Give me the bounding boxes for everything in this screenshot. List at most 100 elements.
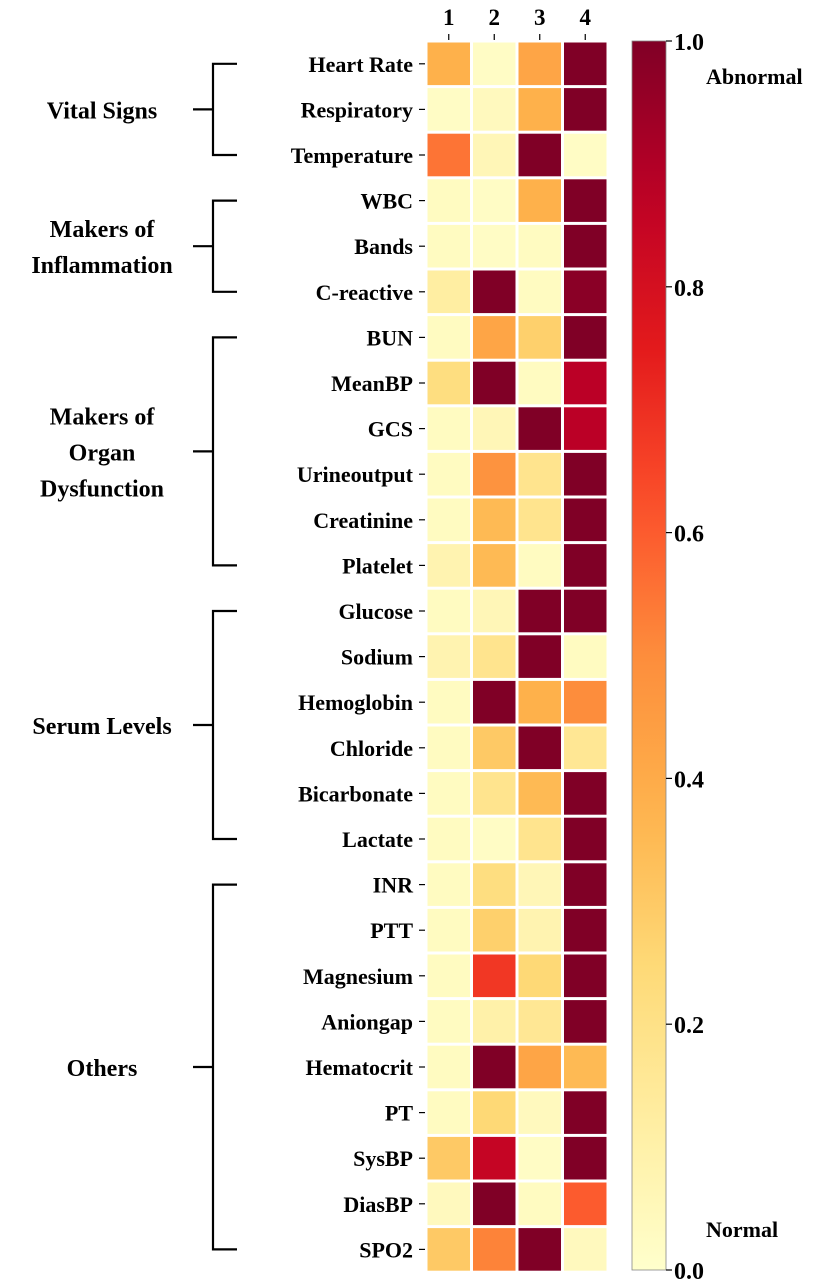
column-label-1: 1 — [443, 5, 455, 30]
heatmap-cell — [473, 772, 516, 815]
row-label: Heart Rate — [309, 52, 414, 77]
heatmap-cell — [427, 1228, 470, 1271]
heatmap-cell — [473, 1000, 516, 1043]
heatmap-cell — [473, 42, 516, 86]
heatmap-cell — [518, 270, 561, 314]
heatmap-cell — [518, 452, 561, 496]
row-label: Bicarbonate — [298, 781, 413, 806]
row-label: Bands — [354, 234, 413, 259]
column-labels: 1 2 3 4 — [443, 5, 592, 40]
group-label-line: Makers of — [50, 217, 156, 243]
group-label-line: Organ — [69, 440, 136, 466]
row-label: C-reactive — [316, 280, 414, 305]
heatmap-cell — [518, 133, 561, 177]
heatmap-cell — [564, 407, 607, 450]
heatmap-cell — [518, 498, 561, 542]
heatmap-cell — [473, 589, 516, 633]
heatmap-cell — [518, 680, 561, 724]
heatmap-cell — [473, 726, 516, 770]
heatmap-cell — [427, 908, 470, 952]
group-bracket — [193, 62, 237, 157]
row-label: INR — [373, 873, 414, 898]
heatmap-cell — [427, 42, 470, 86]
heatmap-cell — [427, 589, 470, 633]
heatmap-cell — [518, 407, 561, 450]
heatmap-cell — [564, 224, 607, 268]
row-label: Chloride — [330, 736, 413, 761]
group-bracket — [193, 199, 237, 293]
heatmap-cell — [473, 954, 516, 998]
heatmap-cell — [427, 270, 470, 314]
group-label: Others — [67, 1056, 138, 1082]
heatmap-cell — [518, 863, 561, 906]
colorbar-top-label: Abnormal — [706, 64, 803, 89]
heatmap-cell — [518, 42, 561, 86]
row-label: DiasBP — [343, 1192, 413, 1217]
row-label: WBC — [360, 189, 413, 214]
heatmap-cell — [427, 88, 470, 131]
row-label: Platelet — [342, 553, 414, 578]
row-label: MeanBP — [331, 371, 413, 396]
heatmap-cell — [564, 133, 607, 177]
heatmap-cell — [518, 224, 561, 268]
column-label-3: 3 — [534, 5, 546, 30]
heatmap-cell — [564, 772, 607, 815]
colorbar-bottom-label: Normal — [706, 1217, 778, 1242]
heatmap-cell — [427, 316, 470, 359]
heatmap-cell — [473, 452, 516, 496]
heatmap-cell — [564, 908, 607, 952]
heatmap-cell — [564, 863, 607, 906]
heatmap-cell — [564, 954, 607, 998]
heatmap-cell — [518, 316, 561, 359]
column-label-2: 2 — [489, 5, 501, 30]
heatmap-cell — [564, 544, 607, 587]
heatmap-cell — [564, 42, 607, 86]
heatmap-cell — [473, 1045, 516, 1089]
row-label: Magnesium — [303, 964, 413, 989]
row-label: SysBP — [353, 1146, 413, 1171]
row-label: Lactate — [342, 827, 413, 852]
heatmap-cell — [473, 635, 516, 678]
heatmap-cell — [564, 1228, 607, 1271]
row-label: Hematocrit — [306, 1055, 414, 1080]
heatmap-cell — [427, 361, 470, 405]
row-labels: Heart Rate Respiratory Temperature WBC Bands… — [291, 52, 425, 1262]
group-label: Vital Signs — [47, 98, 157, 124]
group-label-line: Dysfunction — [40, 476, 164, 502]
row-label: Urineoutput — [297, 462, 414, 487]
heatmap-cell — [473, 1182, 516, 1226]
heatmap-cell — [518, 1228, 561, 1271]
heatmap-cell — [427, 817, 470, 861]
group-label-line: Vital Signs — [47, 98, 157, 124]
heatmap-cell — [564, 1045, 607, 1089]
heatmap-cell — [473, 224, 516, 268]
heatmap-cell — [518, 361, 561, 405]
heatmap-cell — [473, 407, 516, 450]
heatmap-cell — [427, 133, 470, 177]
heatmap-cell — [473, 817, 516, 861]
row-label: Temperature — [291, 143, 413, 168]
heatmap-cell — [518, 772, 561, 815]
row-label: Respiratory — [301, 97, 413, 122]
heatmap-cell — [518, 954, 561, 998]
colorbar-tick-label: 0.6 — [674, 522, 704, 548]
group-label: Makers of Inflammation — [31, 217, 172, 279]
heatmap-cell — [427, 1045, 470, 1089]
heatmap-cell — [427, 635, 470, 678]
row-label: Aniongap — [321, 1009, 413, 1034]
group-bracket — [193, 336, 237, 567]
group-bracket — [193, 883, 237, 1251]
heatmap-cell — [427, 680, 470, 724]
colorbar-tick-label: 0.0 — [674, 1259, 704, 1280]
heatmap-cell — [518, 635, 561, 678]
heatmap-cell — [473, 270, 516, 314]
heatmap-cell — [564, 726, 607, 770]
group-bracket — [193, 609, 237, 841]
heatmap-cell — [564, 635, 607, 678]
heatmap-cell — [427, 544, 470, 587]
heatmap-cell — [473, 863, 516, 906]
heatmap-cell — [427, 1182, 470, 1226]
heatmap-cell — [427, 1136, 470, 1180]
